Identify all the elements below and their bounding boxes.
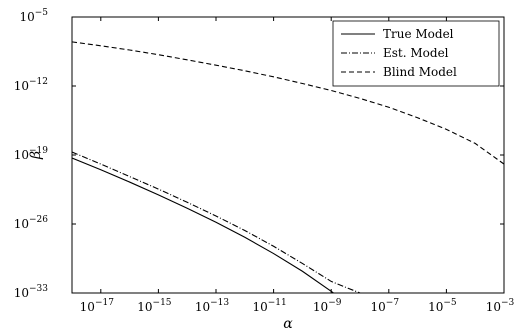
series-line-true-model [72,157,335,293]
series-line-blind-model [72,41,504,165]
y-tick-label: 10−5 [19,8,48,24]
x-tick-label: 10−3 [486,298,515,314]
series-line-est-model [72,151,361,293]
legend-label: Blind Model [383,65,457,79]
y-axis-label: β [28,151,44,160]
x-tick-label: 10−9 [313,298,342,314]
x-tick-label: 10−17 [80,298,115,314]
y-tick-label: 10−26 [14,215,49,231]
x-tick-label: 10−11 [252,298,286,314]
y-tick-label: 10−33 [14,284,49,300]
x-tick-label: 10−5 [428,298,457,314]
x-tick-label: 10−13 [195,298,230,314]
legend: True Model Est. Model Blind Model [332,20,500,87]
legend-label: Est. Model [383,46,449,60]
legend-label: True Model [383,27,454,41]
x-tick-label: 10−15 [137,298,172,314]
series-group [72,41,504,293]
x-axis-label: α [283,316,293,332]
y-tick-label: 10−12 [14,77,48,93]
x-tick-label: 10−7 [371,298,400,314]
